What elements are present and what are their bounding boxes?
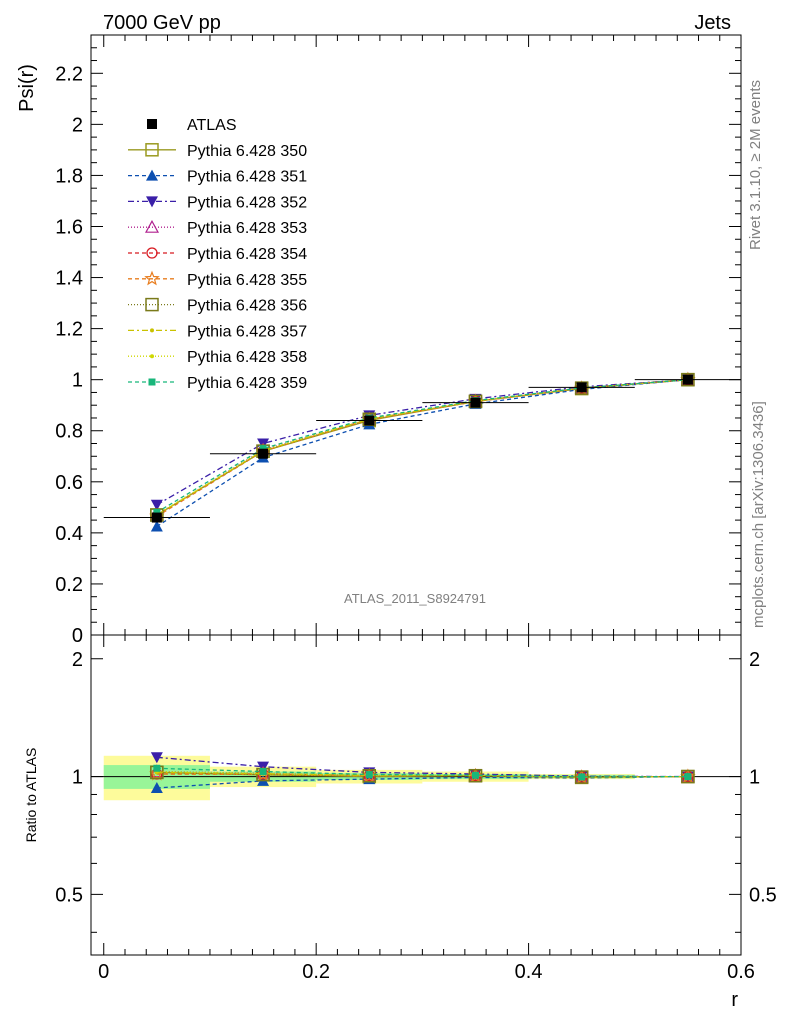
axes-group: 0 0.2 0.4 0.6 0.8 1 1.2 1.4 1.6 1.8 2 2.2 0 0.2 0.4 0.6… bbox=[55, 34, 777, 983]
bottom-y-axis-label: Ratio to ATLAS bbox=[23, 748, 39, 843]
top-line-s354 bbox=[156, 379, 688, 517]
header-right: Jets bbox=[694, 12, 731, 34]
top-line-s357 bbox=[156, 379, 688, 516]
ratio-ytick-label-left: 1 bbox=[72, 767, 83, 789]
top-ytick-label: 0.2 bbox=[55, 574, 83, 596]
top-ytick-label: 0.4 bbox=[55, 523, 83, 545]
ratio-point-s359-4 bbox=[578, 773, 586, 781]
legend-marker-s359 bbox=[148, 378, 156, 386]
top-line-s352 bbox=[156, 379, 688, 506]
legend-label-s351: Pythia 6.428 351 bbox=[187, 169, 307, 186]
ratio-ytick-label-right: 2 bbox=[749, 649, 760, 671]
legend-marker-s351 bbox=[146, 169, 158, 181]
legend-marker-s352 bbox=[146, 196, 158, 208]
ratio-line-s357 bbox=[156, 771, 688, 778]
top-y-axis-label: Psi(r) bbox=[16, 64, 38, 112]
top-line-s358 bbox=[156, 379, 688, 516]
top-ytick-label: 1.8 bbox=[55, 165, 83, 187]
top-ytick-label: 1 bbox=[72, 370, 83, 392]
bottom-panel-frame bbox=[90, 634, 742, 956]
legend: ATLAS Pythia 6.428 350 Pythia 6.428 351 Pyt… bbox=[128, 117, 307, 392]
top-ytick-label: 0 bbox=[72, 625, 83, 647]
legend-label-s357: Pythia 6.428 357 bbox=[187, 323, 307, 340]
ratio-line-s359 bbox=[156, 767, 688, 778]
top-ytick-label: 1.6 bbox=[55, 216, 83, 238]
xtick-label: 0 bbox=[98, 961, 109, 983]
top-line-s359 bbox=[156, 379, 688, 513]
ratio-ytick-label-right: 0.5 bbox=[749, 884, 777, 906]
top-ytick-label: 1.2 bbox=[55, 319, 83, 341]
ratio-point-s359-2 bbox=[365, 771, 373, 779]
legend-marker-s353 bbox=[144, 219, 160, 233]
top-point-atlas-5 bbox=[682, 374, 693, 385]
ratio-point-s351-0 bbox=[150, 781, 163, 793]
mcplots-label: mcplots.cern.ch [arXiv:1306.3436] bbox=[750, 401, 767, 628]
top-ytick-label: 2.2 bbox=[55, 63, 83, 85]
legend-marker-s358 bbox=[150, 354, 154, 359]
legend-marker-s354 bbox=[146, 247, 158, 259]
legend-label-s355: Pythia 6.428 355 bbox=[187, 272, 307, 289]
top-point-s351-0 bbox=[150, 520, 163, 532]
analysis-label: ATLAS_2011_S8924791 bbox=[344, 591, 486, 606]
ratio-point-s355-2 bbox=[361, 767, 378, 783]
xtick-label: 0.6 bbox=[727, 961, 755, 983]
ratio-point-s359-0 bbox=[153, 764, 161, 772]
ratio-ytick-label-left: 0.5 bbox=[55, 884, 83, 906]
legend-marker-s355 bbox=[144, 270, 160, 286]
top-point-s359-1 bbox=[259, 445, 267, 453]
legend-label-s352: Pythia 6.428 352 bbox=[187, 194, 307, 211]
legend-marker-s357 bbox=[150, 328, 154, 333]
legend-label-s359: Pythia 6.428 359 bbox=[187, 375, 307, 392]
x-axis-label: r bbox=[731, 989, 738, 1011]
top-line-s350 bbox=[156, 379, 688, 516]
legend-marker-s350 bbox=[145, 143, 159, 157]
legend-label-s358: Pythia 6.428 358 bbox=[187, 349, 307, 366]
ratio-point-s359-3 bbox=[471, 771, 479, 779]
top-ytick-label: 2 bbox=[72, 114, 83, 136]
ratio-point-s359-1 bbox=[259, 768, 267, 776]
top-point-s352-0 bbox=[150, 499, 163, 511]
header-left: 7000 GeV pp bbox=[103, 12, 221, 34]
top-point-atlas-2 bbox=[364, 415, 375, 426]
top-point-atlas-3 bbox=[470, 397, 481, 408]
xtick-label: 0.2 bbox=[302, 961, 330, 983]
top-point-atlas-0 bbox=[151, 512, 162, 523]
top-point-s359-0 bbox=[153, 508, 161, 516]
top-ytick-label: 0.6 bbox=[55, 472, 83, 494]
ratio-series-group bbox=[149, 752, 696, 793]
xtick-label: 0.4 bbox=[515, 961, 543, 983]
top-line-s351 bbox=[156, 379, 688, 528]
top-point-atlas-1 bbox=[258, 448, 269, 459]
top-line-s353 bbox=[156, 379, 688, 516]
rivet-version-label: Rivet 3.1.10, ≥ 2M events bbox=[747, 80, 764, 250]
legend-marker-s356 bbox=[145, 297, 159, 312]
ratio-ytick-label-right: 1 bbox=[749, 767, 760, 789]
ratio-point-s352-0 bbox=[150, 752, 163, 764]
legend-label-s350: Pythia 6.428 350 bbox=[187, 143, 307, 160]
ratio-ytick-label-left: 2 bbox=[72, 649, 83, 671]
top-ytick-label: 0.8 bbox=[55, 421, 83, 443]
legend-label-s356: Pythia 6.428 356 bbox=[187, 298, 307, 315]
top-point-atlas-4 bbox=[576, 382, 587, 393]
main-series-group bbox=[103, 371, 741, 532]
legend-label-s354: Pythia 6.428 354 bbox=[187, 246, 307, 263]
legend-label-atlas: ATLAS bbox=[187, 117, 237, 134]
legend-marker-atlas bbox=[147, 119, 157, 129]
ratio-point-s355-1 bbox=[255, 766, 271, 782]
top-line-s355 bbox=[156, 379, 688, 517]
top-ytick-label: 1.4 bbox=[55, 268, 83, 290]
legend-label-s353: Pythia 6.428 353 bbox=[187, 220, 307, 237]
ratio-point-s359-5 bbox=[684, 773, 692, 781]
top-line-s356 bbox=[156, 379, 688, 516]
